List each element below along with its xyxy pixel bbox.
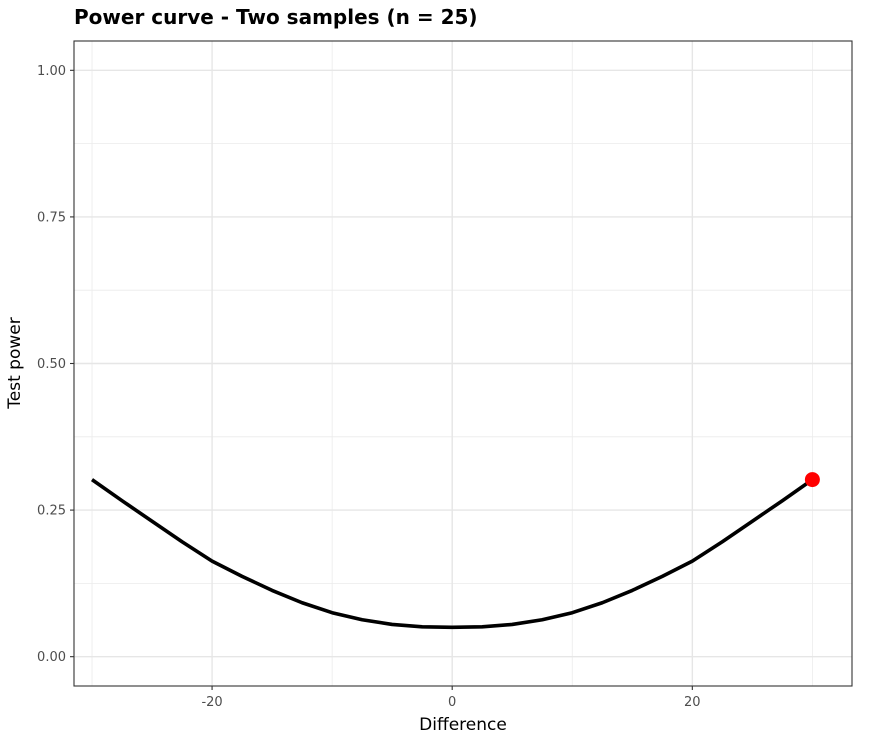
power-curve-line	[90, 478, 814, 630]
y-tick-label: 0.25	[37, 504, 66, 519]
y-axis: 0.00 0.25 0.50 0.75 1.00	[37, 64, 74, 665]
y-tick-label: 0.75	[37, 210, 66, 225]
chart-title: Power curve - Two samples (n = 25)	[74, 5, 478, 29]
y-tick-label: 0.00	[37, 650, 66, 665]
y-axis-title: Test power	[5, 317, 25, 409]
highlight-point	[804, 472, 820, 488]
x-tick-label: 0	[448, 695, 456, 710]
x-axis: -20 0 20	[201, 686, 701, 710]
y-tick-label: 0.50	[37, 357, 66, 372]
x-tick-label: -20	[201, 695, 222, 710]
y-tick-label: 1.00	[37, 64, 66, 79]
x-axis-title: Difference	[419, 715, 507, 735]
x-tick-label: 20	[684, 695, 701, 710]
plot-panel	[73, 40, 853, 687]
